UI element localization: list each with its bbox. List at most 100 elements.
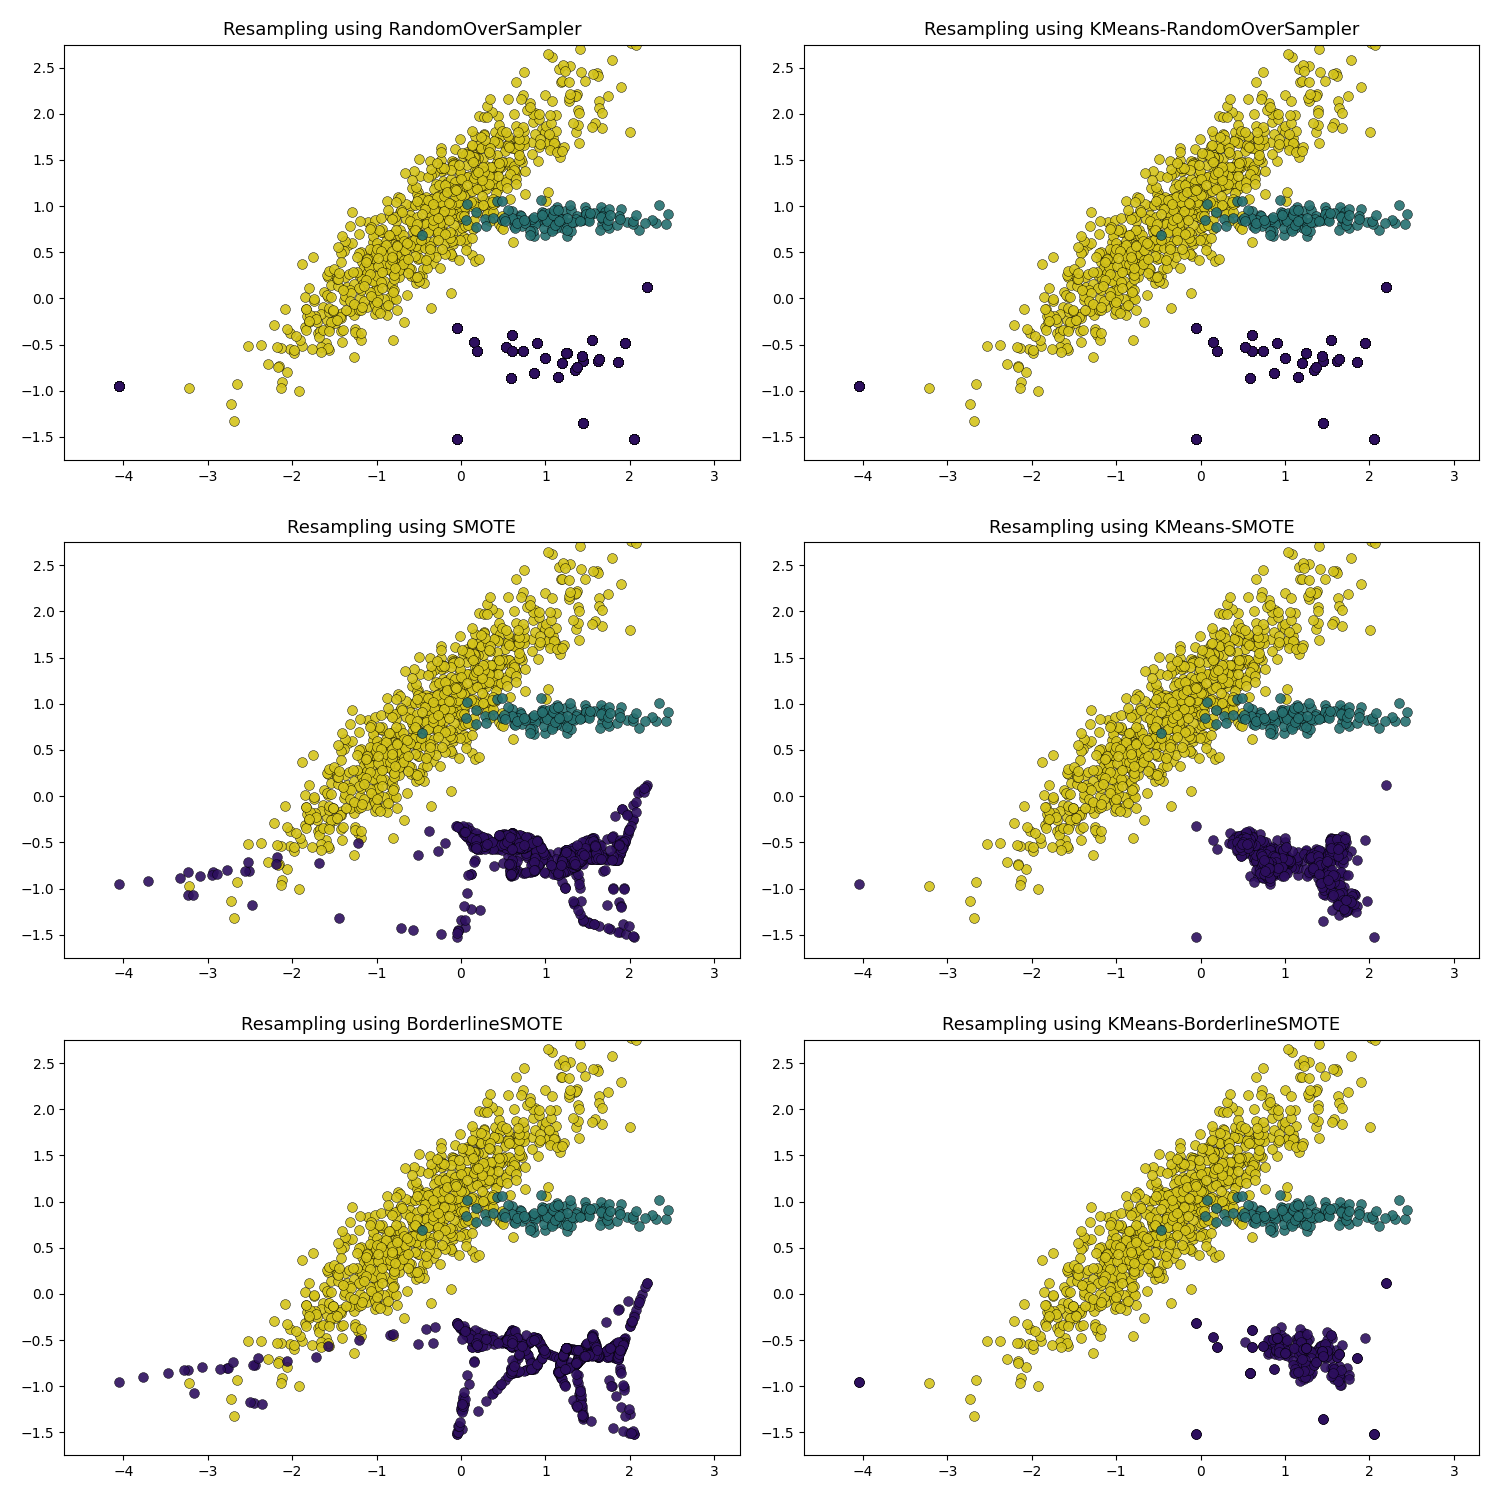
Point (501, 322, 525, 346)
Point (567, 849, 591, 873)
Point (381, 730, 405, 754)
Point (584, 847, 608, 871)
Point (474, 1173, 498, 1197)
Point (465, 339, 489, 363)
Point (1066, 261, 1090, 285)
Point (441, 651, 465, 675)
Point (1347, 705, 1371, 729)
Point (1222, 669, 1246, 693)
Point (1166, 704, 1190, 728)
Point (1272, 346, 1296, 370)
Point (1120, 1324, 1144, 1348)
Point (483, 688, 507, 712)
Point (546, 364, 570, 388)
Point (1320, 328, 1344, 352)
Point (600, 546, 624, 570)
Point (1234, 821, 1258, 844)
Point (1064, 808, 1088, 832)
Point (1240, 696, 1264, 720)
Point (627, 1290, 651, 1314)
Point (1068, 740, 1092, 764)
Point (1164, 1200, 1188, 1224)
Point (555, 340, 579, 364)
Point (494, 1134, 517, 1158)
Point (1185, 427, 1209, 451)
Point (460, 150, 484, 174)
Point (1302, 357, 1326, 381)
Point (1130, 1245, 1154, 1269)
Point (327, 261, 351, 285)
Point (1206, 693, 1230, 717)
Point (1272, 346, 1296, 370)
Point (1215, 196, 1239, 220)
Point (1140, 230, 1164, 254)
Point (1173, 1185, 1197, 1209)
Point (570, 1342, 594, 1366)
Point (564, 1352, 588, 1376)
Point (570, 1402, 594, 1426)
Point (566, 850, 590, 874)
Point (525, 332, 549, 356)
Point (380, 1218, 404, 1242)
Point (1228, 670, 1252, 694)
Point (427, 1206, 451, 1230)
Point (1154, 1244, 1178, 1268)
Point (1240, 833, 1264, 856)
Point (1298, 717, 1322, 741)
Point (364, 286, 388, 310)
Point (1188, 182, 1212, 206)
Point (507, 1342, 531, 1366)
Point (1214, 177, 1237, 201)
Point (416, 1204, 440, 1228)
Point (498, 1330, 522, 1354)
Point (1112, 784, 1136, 808)
Point (489, 118, 513, 142)
Point (1304, 846, 1328, 870)
Point (430, 220, 454, 245)
Point (566, 1347, 590, 1371)
Point (1088, 240, 1112, 264)
Point (376, 1288, 400, 1312)
Point (1101, 1275, 1125, 1299)
Point (555, 340, 579, 364)
Point (618, 914, 642, 938)
Point (1254, 858, 1278, 882)
Point (1306, 1096, 1330, 1120)
Point (464, 1245, 488, 1269)
Point (618, 815, 642, 839)
Point (1346, 351, 1370, 375)
Point (399, 692, 423, 715)
Point (464, 642, 488, 666)
Point (1302, 357, 1326, 381)
Point (630, 16, 654, 40)
Point (372, 766, 396, 790)
Point (1299, 859, 1323, 883)
Point (846, 374, 870, 398)
Point (366, 744, 390, 768)
Point (1082, 789, 1106, 813)
Point (1232, 827, 1256, 850)
Point (530, 847, 554, 871)
Point (1209, 135, 1233, 159)
Point (1236, 648, 1260, 672)
Point (1294, 340, 1318, 364)
Point (1144, 189, 1168, 213)
Point (1240, 207, 1264, 231)
Point (424, 1216, 448, 1240)
Point (550, 1048, 574, 1072)
Point (1212, 165, 1236, 189)
Point (524, 1326, 548, 1350)
Point (1158, 1182, 1182, 1206)
Point (374, 1238, 398, 1262)
Point (420, 692, 444, 715)
Point (1308, 706, 1332, 730)
Point (518, 1086, 542, 1110)
Point (498, 1150, 522, 1174)
Point (1130, 230, 1154, 254)
Point (1002, 314, 1026, 338)
Point (555, 340, 579, 364)
Point (413, 1227, 436, 1251)
Point (1122, 765, 1146, 789)
Point (597, 1336, 621, 1360)
Point (1251, 339, 1275, 363)
